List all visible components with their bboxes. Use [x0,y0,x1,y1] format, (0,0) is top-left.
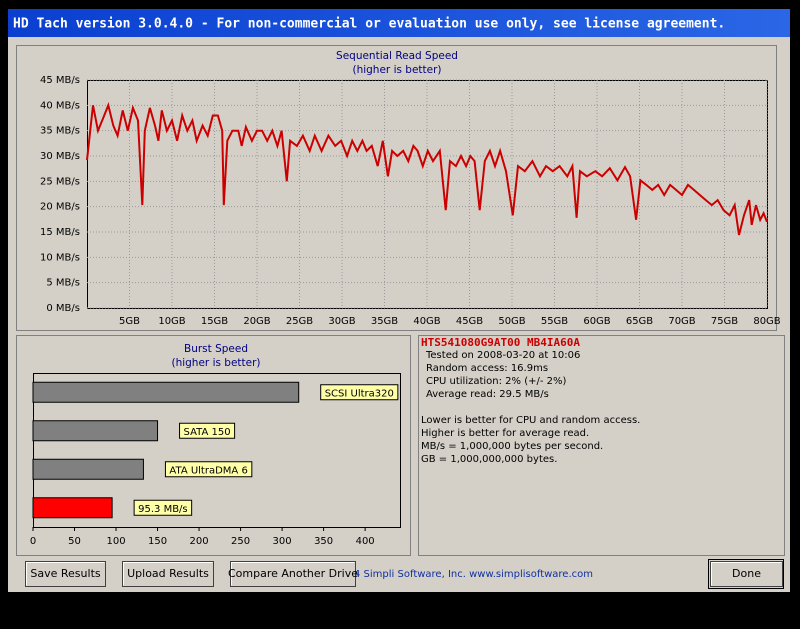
info-note: GB = 1,000,000,000 bytes. [421,454,557,465]
button-focus [708,559,784,589]
button-highlight [26,562,105,586]
button-label[interactable]: Upload Results [127,567,209,580]
x-tick-label: 15GB [201,316,228,327]
info-note: MB/s = 1,000,000 bytes per second. [421,441,603,452]
button-face [122,561,214,587]
x-tick-label: 5GB [119,316,140,327]
button-highlight [123,562,213,586]
y-tick-label: 30 MB/s [40,151,80,162]
copyright: Copyright (C) 2004 Simpli Software, Inc.… [265,569,593,580]
x-tick-label: 40GB [413,316,440,327]
button-label[interactable]: Compare Another Drive [228,567,358,580]
info-line: Random access: 16.9ms [426,363,548,374]
label-box [179,422,236,439]
bar-label: SCSI Ultra320 [320,384,399,401]
x-tick-label: 300 [273,536,292,547]
button-highlight [711,562,782,586]
button-label[interactable]: Save Results [30,567,100,580]
info-note: Higher is better for average read. [421,428,589,439]
x-tick-label: 75GB [711,316,738,327]
button-face [710,561,783,587]
category-label: ATA UltraDMA 6 [169,465,247,476]
y-tick-label: 20 MB/s [40,202,80,213]
value-label: 95.3 MB/s [138,504,188,515]
button-highlight [231,562,355,586]
x-tick-label: 35GB [371,316,398,327]
x-tick-label: 350 [314,536,333,547]
x-tick-label: 200 [190,536,209,547]
info-line: Tested on 2008-03-20 at 10:06 [425,350,580,361]
x-tick-label: 70GB [668,316,695,327]
x-tick-label: 0 [30,536,36,547]
button-face [25,561,106,587]
x-tick-label: 55GB [541,316,568,327]
bar-label: SATA 150 [179,422,236,439]
x-tick-label: 45GB [456,316,483,327]
bar [32,420,159,442]
y-tick-label: 40 MB/s [40,100,80,111]
x-tick-label: 60GB [583,316,610,327]
chart-subtitle: (higher is better) [171,357,260,369]
x-tick-label: 10GB [158,316,185,327]
x-tick-label: 150 [148,536,167,547]
info-line: Average read: 29.5 MB/s [426,389,549,400]
y-tick-label: 25 MB/s [40,176,80,187]
bar-label: 95.3 MB/s [133,499,193,516]
x-tick-label: 25GB [286,316,313,327]
x-tick-label: 30GB [328,316,355,327]
chart-title: Burst Speed [184,343,248,355]
x-tick-label: 65GB [626,316,653,327]
label-box [133,499,193,516]
chart-subtitle: (higher is better) [352,64,441,76]
window-title: HD Tach version 3.0.4.0 - For non-commer… [13,17,725,32]
info-note: Lower is better for CPU and random acces… [421,415,640,426]
button[interactable]: Save Results [25,561,106,587]
bar [32,497,113,519]
bar [32,458,144,480]
x-tick-label: 20GB [243,316,270,327]
x-tick-label: 50GB [498,316,525,327]
category-label: SATA 150 [184,427,231,438]
button-face [230,561,356,587]
x-tick-label: 100 [106,536,125,547]
category-label: SCSI Ultra320 [325,388,394,399]
button[interactable]: Compare Another Drive [228,561,358,587]
drive-model: HTS541080G9AT00 MB4IA60A [421,336,580,349]
info-panel [418,335,785,556]
y-tick-label: 45 MB/s [40,75,80,86]
chart-title: Sequential Read Speed [336,50,458,62]
y-tick-label: 5 MB/s [46,278,80,289]
y-tick-label: 35 MB/s [40,126,80,137]
x-tick-label: 250 [231,536,250,547]
y-tick-label: 15 MB/s [40,227,80,238]
button-label[interactable]: Done [732,567,761,580]
label-box [164,461,253,478]
y-tick-label: 0 MB/s [46,303,80,314]
info-line: CPU utilization: 2% (+/- 2%) [426,376,567,387]
bar [32,381,300,403]
title-bar [8,9,790,37]
y-tick-label: 10 MB/s [40,252,80,263]
x-tick-label: 400 [356,536,375,547]
button[interactable]: Upload Results [122,561,214,587]
button[interactable]: Done [708,559,784,589]
label-box [320,384,399,401]
x-tick-label: 80GB [753,316,780,327]
read-speed-line [86,102,768,236]
bar-label: ATA UltraDMA 6 [164,461,253,478]
x-tick-label: 50 [68,536,81,547]
